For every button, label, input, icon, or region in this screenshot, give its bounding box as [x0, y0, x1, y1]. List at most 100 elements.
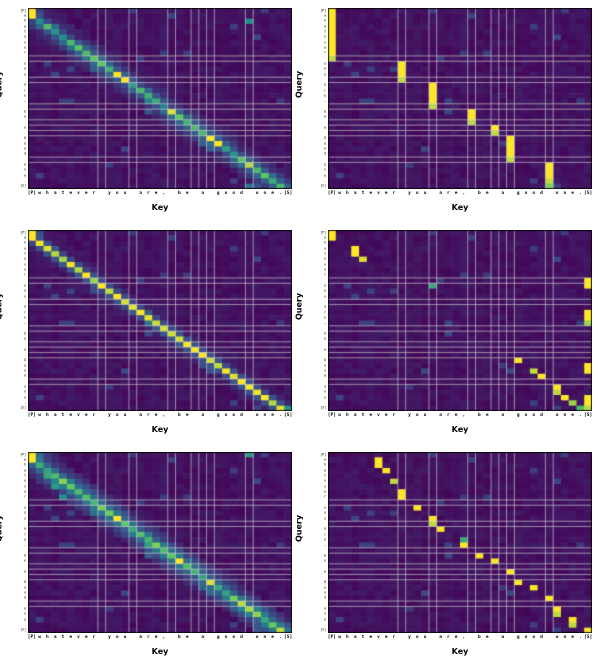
- y-tick-label: e: [324, 478, 326, 483]
- x-tick-label: o: [524, 635, 528, 640]
- y-tick-label: o: [24, 288, 26, 293]
- x-tick-label: e: [154, 635, 158, 640]
- y-tick-label: w: [324, 13, 326, 18]
- x-tick-label: o: [115, 635, 119, 640]
- x-tick-label: o: [255, 191, 259, 196]
- x-tick-label: o: [415, 191, 419, 196]
- y-tick-label: a: [24, 304, 26, 309]
- y-tick-label: e: [324, 45, 326, 50]
- y-tick-label: g: [324, 579, 326, 584]
- x-tick-label: a: [139, 191, 142, 196]
- y-tick-label: d: [324, 151, 326, 156]
- y-tick-label: d: [24, 151, 26, 156]
- y-tick-label: t: [324, 29, 326, 34]
- y-tick-label: n: [324, 611, 326, 616]
- y-tick-label: t: [24, 251, 26, 256]
- y-tick-label: y: [24, 61, 26, 66]
- x-tick-label: ,: [162, 413, 166, 418]
- x-tick-label: a: [139, 413, 142, 418]
- x-tick-label: e: [384, 413, 388, 418]
- x-tick-label: y: [108, 413, 111, 418]
- panel-attention-head-row3-left: Query [P] [P] w w h h a a t t e e v v e e r r y y o o u u a a r r e e,…: [0, 445, 300, 667]
- x-tick-label: y: [408, 191, 411, 196]
- y-tick-label: e: [324, 256, 326, 261]
- y-tick-label: .: [24, 178, 26, 183]
- x-tick-label: a: [53, 635, 57, 640]
- x-tick-label: e: [185, 635, 189, 640]
- y-tick-label: r: [324, 50, 326, 55]
- y-tick-label: a: [324, 569, 326, 574]
- x-axis-label: Key: [451, 425, 469, 434]
- y-tick-label: v: [324, 483, 326, 488]
- y-tick-label: d: [324, 595, 326, 600]
- x-tick-label: a: [53, 191, 57, 196]
- x-tick-label: r: [392, 413, 396, 418]
- x-tick-label: o: [224, 413, 228, 418]
- panel-attention-head-row2-right: Query [P] [P] w w h h a a t t e e v v e e r r y y o o u u a a r r e e,…: [295, 223, 600, 445]
- x-tick-label: o: [115, 413, 119, 418]
- y-tick-label: h: [324, 240, 326, 245]
- y-tick-label: h: [324, 462, 326, 467]
- y-tick-label: e: [324, 558, 326, 563]
- x-tick-label: [P]: [327, 413, 336, 418]
- x-tick-label: d: [540, 413, 543, 418]
- x-tick-label: r: [446, 635, 450, 640]
- x-tick-label: b: [178, 413, 181, 418]
- y-tick-label: w: [24, 457, 26, 462]
- x-tick-label: a: [501, 191, 505, 196]
- y-tick-label: e: [24, 537, 26, 542]
- y-tick-label: b: [324, 553, 326, 558]
- y-tick-label: h: [324, 18, 326, 23]
- x-tick-label: a: [139, 635, 142, 640]
- y-tick-label: y: [324, 283, 326, 288]
- x-tick-label: ,: [462, 413, 466, 418]
- y-tick-label: [S]: [20, 627, 26, 632]
- y-tick-label: w: [324, 457, 326, 462]
- y-tick-label: u: [24, 515, 26, 520]
- y-tick-label: u: [324, 515, 326, 520]
- y-tick-label: e: [324, 114, 326, 119]
- x-tick-label: e: [454, 191, 458, 196]
- x-tick-label: b: [478, 413, 481, 418]
- x-tick-label: n: [263, 191, 267, 196]
- x-tick-label: r: [92, 191, 96, 196]
- y-tick-label: e: [324, 336, 326, 341]
- y-tick-label: .: [324, 400, 326, 405]
- x-tick-label: e: [69, 635, 73, 640]
- x-tick-label: o: [224, 635, 228, 640]
- x-tick-label: g: [516, 635, 520, 640]
- x-tick-label: v: [77, 413, 80, 418]
- y-tick-label: e: [24, 336, 26, 341]
- y-tick-label: e: [324, 34, 326, 39]
- x-tick-label: b: [478, 635, 481, 640]
- x-tick-label: t: [361, 413, 365, 418]
- y-tick-label: e: [324, 489, 326, 494]
- y-tick-label: d: [24, 373, 26, 378]
- panel-attention-head-row3-right: Query [P] [P] w w h h a a t t e e v v e e r r y y o o u u a a r r e e,…: [295, 445, 600, 667]
- y-tick-label: a: [324, 468, 326, 473]
- x-tick-label: d: [240, 413, 243, 418]
- x-tick-label: g: [516, 413, 520, 418]
- attention-heatmap-canvas: [328, 230, 592, 411]
- y-tick-label: o: [24, 510, 26, 515]
- x-tick-label: y: [108, 191, 111, 196]
- y-tick-label: o: [24, 363, 26, 368]
- x-tick-label: a: [353, 635, 357, 640]
- y-tick-label: [S]: [20, 405, 26, 410]
- x-tick-label: e: [571, 413, 574, 418]
- y-tick-label: e: [24, 267, 26, 272]
- y-tick-label: b: [24, 553, 26, 558]
- x-tick-label: o: [532, 191, 536, 196]
- y-tick-label: [P]: [320, 230, 326, 235]
- x-tick-label: y: [108, 635, 111, 640]
- y-tick-label: a: [324, 347, 326, 352]
- x-tick-label: r: [392, 635, 396, 640]
- x-tick-label: n: [563, 191, 567, 196]
- x-tick-label: e: [485, 413, 489, 418]
- x-tick-label: b: [178, 635, 181, 640]
- x-tick-label: ,: [462, 635, 466, 640]
- y-tick-label: u: [324, 71, 326, 76]
- x-tick-label: t: [61, 191, 65, 196]
- y-tick-label: v: [24, 483, 26, 488]
